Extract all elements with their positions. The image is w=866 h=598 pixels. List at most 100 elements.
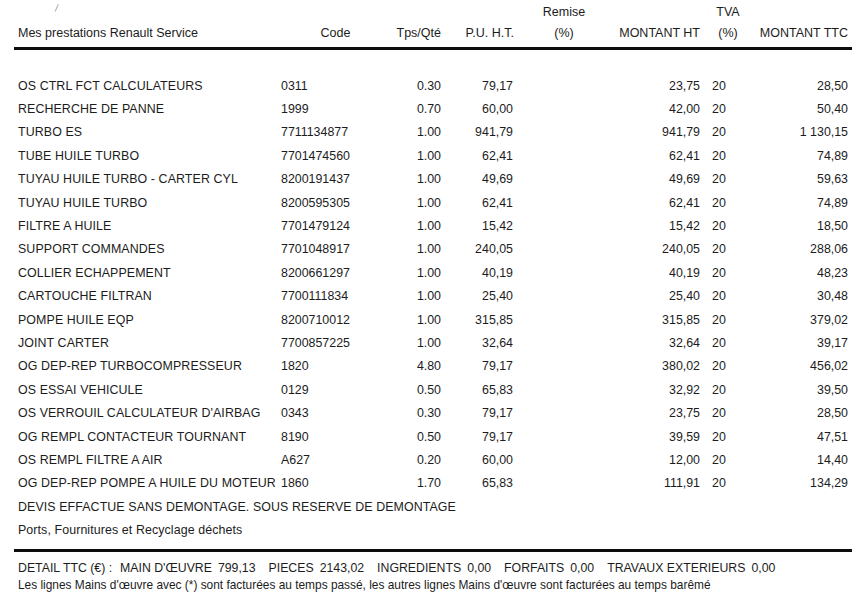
table-header: Remise TVA Mes prestations Renault Servi… (14, 0, 852, 49)
column-header-montant-ttc: MONTANT TTC (752, 19, 852, 49)
cell-code: 7701479124 (277, 214, 394, 237)
detail-item-name: TRAVAUX EXTERIEURS (607, 561, 745, 575)
cell-montant-ttc: 288,06 (752, 238, 852, 261)
cell-pu-ht: 62,41 (444, 191, 520, 214)
cell-pu-ht: 15,42 (444, 214, 520, 237)
totals-footer: DETAIL TTC (€) : MAIN D'ŒUVRE799,13PIECE… (14, 561, 852, 592)
cell-montant-ht: 240,05 (608, 238, 704, 261)
cell-qty: 1.00 (394, 121, 444, 144)
cell-qty: 1.00 (394, 168, 444, 191)
cell-pu-ht: 32,64 (444, 331, 520, 354)
cell-tva: 20 (704, 401, 752, 424)
note-row: Ports, Fournitures et Recyclage déchets (14, 518, 852, 550)
cell-montant-ht: 49,69 (608, 168, 704, 191)
cell-code: 8200710012 (277, 308, 394, 331)
cell-label: OG DEP-REP TURBOCOMPRESSEUR (14, 355, 277, 378)
detail-item-value: 2143,02 (320, 561, 364, 575)
cell-pu-ht: 79,17 (444, 355, 520, 378)
cell-qty: 1.00 (394, 238, 444, 261)
cell-qty: 4.80 (394, 355, 444, 378)
cell-code: 8200595305 (277, 191, 394, 214)
cell-code: 7701474560 (277, 144, 394, 167)
cell-label: RECHERCHE DE PANNE (14, 97, 277, 120)
column-header-montant-ht: MONTANT HT (608, 19, 704, 49)
table-row: OS REMPL FILTRE A AIRA6270.2060,0012,002… (14, 448, 852, 471)
cell-label: OS VERROUIL CALCULATEUR D'AIRBAG (14, 401, 277, 424)
cell-tva: 20 (704, 355, 752, 378)
cell-montant-ht: 32,64 (608, 331, 704, 354)
column-header-tva-line1: TVA (704, 0, 752, 19)
cell-label: TUYAU HUILE TURBO - CARTER CYL (14, 168, 277, 191)
detail-item: INGREDIENTS0,00 (377, 561, 491, 575)
cell-code: 7700111834 (277, 285, 394, 308)
cell-remise (520, 355, 608, 378)
cell-code: 7700857225 (277, 331, 394, 354)
cell-label: JOINT CARTER (14, 331, 277, 354)
table-row: POMPE HUILE EQP82007100121.00315,85315,8… (14, 308, 852, 331)
header-row-top: Remise TVA (14, 0, 852, 19)
cell-remise (520, 97, 608, 120)
cell-tva: 20 (704, 191, 752, 214)
cell-montant-ttc: 28,50 (752, 401, 852, 424)
note-row-text: Ports, Fournitures et Recyclage déchets (14, 518, 852, 550)
cell-pu-ht: 65,83 (444, 378, 520, 401)
cell-remise (520, 401, 608, 424)
detail-ttc-label: DETAIL TTC (€) : (18, 561, 112, 575)
cell-montant-ht: 23,75 (608, 401, 704, 424)
cell-tva: 20 (704, 144, 752, 167)
cell-pu-ht: 25,40 (444, 285, 520, 308)
cell-tva: 20 (704, 121, 752, 144)
table-row: OS VERROUIL CALCULATEUR D'AIRBAG03430.30… (14, 401, 852, 424)
table-row: CARTOUCHE FILTRAN77001118341.0025,4025,4… (14, 285, 852, 308)
cell-code: 0311 (277, 49, 394, 98)
header-spacer (277, 0, 394, 19)
cell-code: 1820 (277, 355, 394, 378)
cell-label: SUPPORT COMMANDES (14, 238, 277, 261)
cell-montant-ttc: 47,51 (752, 425, 852, 448)
table-row: JOINT CARTER77008572251.0032,6432,642039… (14, 331, 852, 354)
cell-montant-ttc: 50,40 (752, 97, 852, 120)
header-spacer (394, 0, 444, 19)
cell-tva: 20 (704, 97, 752, 120)
cell-code: A627 (277, 448, 394, 471)
billing-note: Les lignes Mains d'œuvre avec (*) sont f… (18, 578, 852, 592)
cell-tva: 20 (704, 214, 752, 237)
cell-montant-ttc: 30,48 (752, 285, 852, 308)
prestations-table: Remise TVA Mes prestations Renault Servi… (14, 0, 852, 552)
detail-ttc-items: MAIN D'ŒUVRE799,13PIECES2143,02INGREDIEN… (120, 561, 775, 575)
table-row: COLLIER ECHAPPEMENT82006612971.0040,1940… (14, 261, 852, 284)
cell-tva: 20 (704, 49, 752, 98)
devis-document: Remise TVA Mes prestations Renault Servi… (0, 0, 866, 592)
cell-code: 1999 (277, 97, 394, 120)
column-header-remise-line2: (%) (520, 19, 608, 49)
cell-remise (520, 121, 608, 144)
cell-code: 7701048917 (277, 238, 394, 261)
cell-remise (520, 191, 608, 214)
cell-montant-ht: 62,41 (608, 191, 704, 214)
cell-montant-ht: 12,00 (608, 448, 704, 471)
detail-item-name: FORFAITS (504, 561, 564, 575)
cell-label: FILTRE A HUILE (14, 214, 277, 237)
column-header-pu-ht: P.U. H.T. (444, 19, 520, 49)
cell-qty: 1.00 (394, 214, 444, 237)
cell-pu-ht: 79,17 (444, 49, 520, 98)
cell-code: 0129 (277, 378, 394, 401)
cell-remise (520, 168, 608, 191)
cell-montant-ttc: 456,02 (752, 355, 852, 378)
cell-tva: 20 (704, 331, 752, 354)
cell-label: TUYAU HUILE TURBO (14, 191, 277, 214)
cell-tva: 20 (704, 261, 752, 284)
cell-code: 0343 (277, 401, 394, 424)
cell-montant-ttc: 39,17 (752, 331, 852, 354)
cell-montant-ttc: 1 130,15 (752, 121, 852, 144)
cell-remise (520, 144, 608, 167)
cell-qty: 0.50 (394, 378, 444, 401)
cell-montant-ttc: 379,02 (752, 308, 852, 331)
cell-label: POMPE HUILE EQP (14, 308, 277, 331)
cell-qty: 1.00 (394, 144, 444, 167)
detail-item: PIECES2143,02 (269, 561, 365, 575)
cell-label: OS REMPL FILTRE A AIR (14, 448, 277, 471)
cell-remise (520, 261, 608, 284)
cell-montant-ttc: 39,50 (752, 378, 852, 401)
cell-remise (520, 238, 608, 261)
